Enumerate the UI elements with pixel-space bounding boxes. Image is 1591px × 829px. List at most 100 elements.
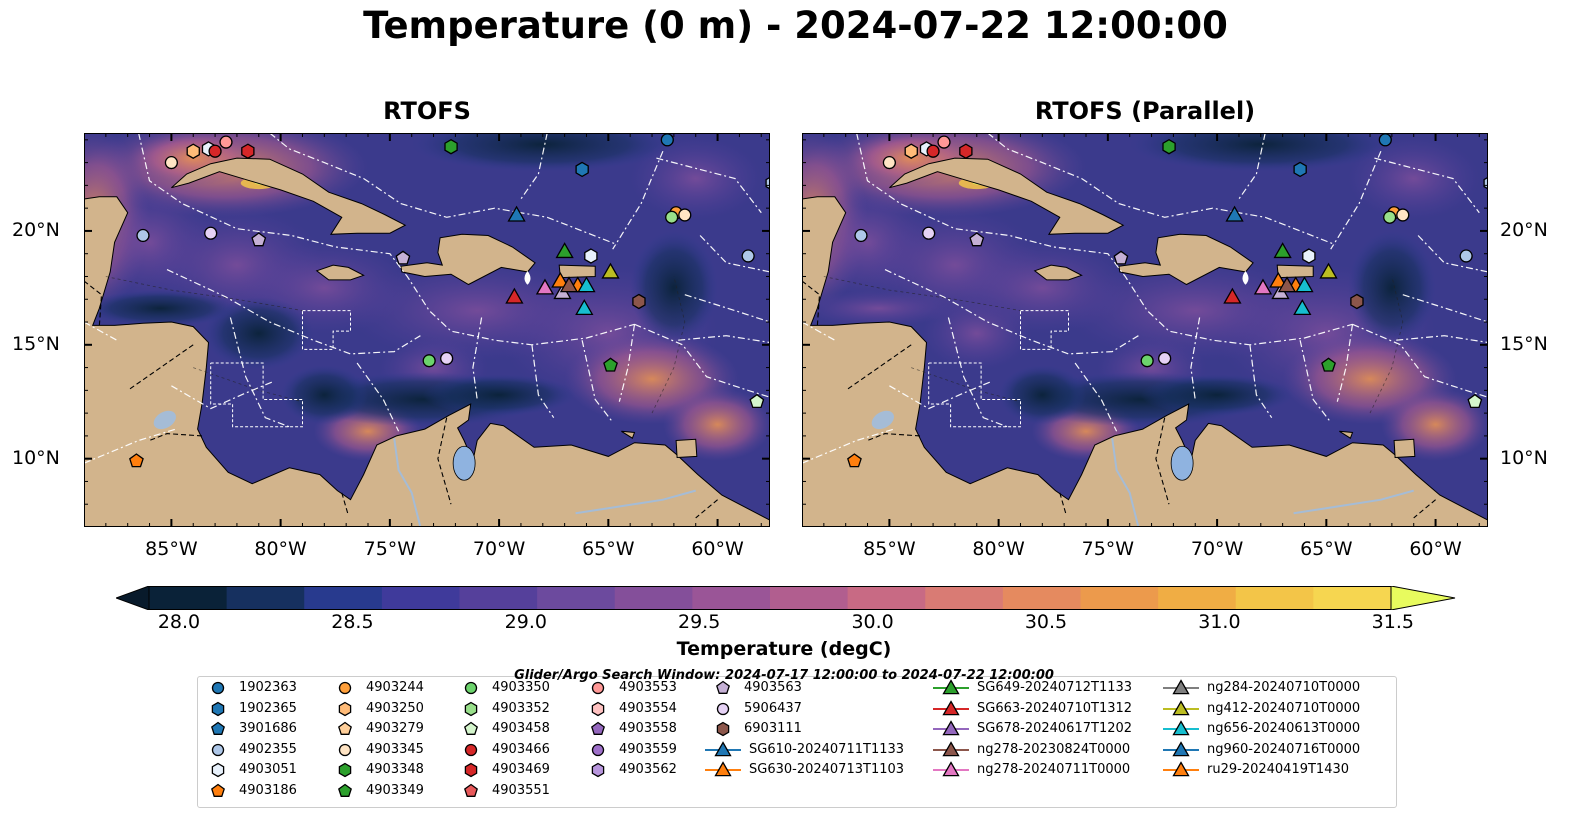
map-float-marker[interactable] bbox=[1459, 249, 1473, 263]
legend-pentagon-icon[interactable] bbox=[338, 783, 352, 797]
map-float-marker[interactable] bbox=[1378, 133, 1392, 147]
legend-circle-icon[interactable] bbox=[591, 743, 605, 756]
legend-triangle-icon[interactable] bbox=[1172, 761, 1190, 777]
legend-pentagon-icon[interactable] bbox=[338, 721, 352, 735]
map-float-marker[interactable] bbox=[1293, 161, 1307, 178]
legend-triangle-icon[interactable] bbox=[942, 679, 960, 695]
legend-hexagon-icon[interactable] bbox=[464, 762, 478, 778]
map-float-marker[interactable] bbox=[660, 133, 674, 147]
map-glider-marker[interactable] bbox=[1295, 276, 1314, 293]
legend-circle-icon[interactable] bbox=[211, 743, 225, 756]
map-glider-marker[interactable] bbox=[1319, 262, 1338, 279]
legend-pentagon-icon[interactable] bbox=[591, 721, 605, 735]
legend-circle-icon[interactable] bbox=[464, 743, 478, 756]
legend-triangle-icon[interactable] bbox=[1172, 740, 1190, 756]
legend-hexagon-icon[interactable] bbox=[338, 701, 352, 716]
map-float-marker[interactable] bbox=[678, 208, 692, 222]
map-float-marker[interactable] bbox=[136, 228, 150, 243]
map-float-marker[interactable] bbox=[854, 228, 868, 243]
map-float-marker[interactable] bbox=[882, 156, 896, 170]
legend-pentagon-icon[interactable] bbox=[716, 680, 730, 694]
map-glider-marker[interactable] bbox=[1277, 276, 1297, 293]
map-float-marker[interactable] bbox=[749, 393, 765, 409]
map-float-marker[interactable] bbox=[665, 210, 679, 224]
map-float-marker[interactable] bbox=[969, 232, 985, 247]
legend-pentagon-icon[interactable] bbox=[464, 721, 478, 735]
map-float-marker[interactable] bbox=[444, 138, 458, 155]
legend-triangle-icon[interactable] bbox=[1172, 699, 1190, 715]
map-glider-marker[interactable] bbox=[601, 262, 620, 279]
legend-triangle-icon[interactable] bbox=[942, 740, 960, 756]
map-float-marker[interactable] bbox=[741, 249, 755, 263]
map-float-marker[interactable] bbox=[251, 232, 267, 247]
map-float-marker[interactable] bbox=[1140, 354, 1154, 368]
legend-triangle-icon[interactable] bbox=[1172, 679, 1190, 695]
legend-hexagon-icon[interactable] bbox=[211, 701, 225, 716]
legend-hexagon-icon[interactable] bbox=[464, 701, 478, 716]
map-float-marker[interactable] bbox=[395, 250, 411, 265]
map-glider-marker[interactable] bbox=[559, 276, 579, 293]
legend-circle-icon[interactable] bbox=[591, 681, 605, 695]
map-glider-marker[interactable] bbox=[1223, 287, 1242, 304]
legend-triangle-icon[interactable] bbox=[714, 761, 732, 777]
map-glider-marker[interactable] bbox=[575, 299, 594, 316]
map-float-marker[interactable] bbox=[1113, 250, 1129, 265]
map-float-marker[interactable] bbox=[241, 143, 255, 159]
map-glider-marker[interactable] bbox=[505, 287, 524, 304]
map-glider-marker[interactable] bbox=[1253, 278, 1273, 295]
legend-hexagon-icon[interactable] bbox=[211, 762, 225, 778]
map-float-marker[interactable] bbox=[632, 293, 646, 310]
legend-triangle-icon[interactable] bbox=[942, 761, 960, 777]
legend-pentagon-icon[interactable] bbox=[464, 783, 478, 797]
map-float-marker[interactable] bbox=[847, 453, 862, 468]
legend-pentagon-icon[interactable] bbox=[211, 783, 225, 797]
legend-circle-icon[interactable] bbox=[211, 681, 225, 695]
map-glider-marker[interactable] bbox=[1225, 205, 1244, 222]
map-float-marker[interactable] bbox=[584, 248, 598, 264]
map-float-marker[interactable] bbox=[1467, 393, 1483, 409]
map-float-marker[interactable] bbox=[208, 144, 222, 158]
map-float-marker[interactable] bbox=[129, 453, 144, 468]
legend-hexagon-icon[interactable] bbox=[591, 762, 605, 778]
map-float-marker[interactable] bbox=[422, 354, 436, 368]
map-float-marker[interactable] bbox=[1383, 210, 1397, 224]
map-float-marker[interactable] bbox=[1396, 208, 1410, 222]
map-float-marker[interactable] bbox=[1321, 357, 1336, 372]
map-panel-rtofs-parallel[interactable] bbox=[802, 133, 1488, 527]
map-float-marker[interactable] bbox=[1350, 293, 1364, 310]
map-float-marker[interactable] bbox=[219, 135, 233, 149]
legend-circle-icon[interactable] bbox=[338, 743, 352, 756]
legend-triangle-icon[interactable] bbox=[1172, 720, 1190, 736]
legend-circle-icon[interactable] bbox=[716, 702, 730, 715]
map-glider-marker[interactable] bbox=[555, 242, 574, 259]
map-glider-marker[interactable] bbox=[507, 205, 526, 222]
map-float-marker[interactable] bbox=[1242, 270, 1249, 285]
legend-hexagon-icon[interactable] bbox=[716, 721, 730, 737]
map-float-marker[interactable] bbox=[922, 226, 936, 240]
map-glider-marker[interactable] bbox=[551, 271, 570, 288]
map-float-marker[interactable] bbox=[959, 143, 973, 159]
map-glider-marker[interactable] bbox=[577, 276, 596, 293]
map-float-marker[interactable] bbox=[186, 143, 200, 159]
map-float-marker[interactable] bbox=[575, 161, 589, 178]
map-glider-marker[interactable] bbox=[535, 278, 555, 295]
map-float-marker[interactable] bbox=[904, 143, 918, 159]
map-float-marker[interactable] bbox=[926, 144, 940, 158]
map-panel-rtofs[interactable] bbox=[84, 133, 770, 527]
legend-triangle-icon[interactable] bbox=[714, 740, 732, 756]
legend-pentagon-icon[interactable] bbox=[211, 721, 225, 735]
map-glider-marker[interactable] bbox=[1269, 271, 1288, 288]
map-float-marker[interactable] bbox=[164, 156, 178, 170]
map-float-marker[interactable] bbox=[1158, 351, 1172, 366]
legend-hexagon-icon[interactable] bbox=[338, 762, 352, 778]
legend-triangle-icon[interactable] bbox=[942, 720, 960, 736]
legend-triangle-icon[interactable] bbox=[942, 699, 960, 715]
map-float-marker[interactable] bbox=[1302, 248, 1316, 264]
map-float-marker[interactable] bbox=[603, 357, 618, 372]
legend-circle-icon[interactable] bbox=[464, 681, 478, 695]
legend-hexagon-icon[interactable] bbox=[591, 701, 605, 716]
map-float-marker[interactable] bbox=[440, 351, 454, 366]
map-float-marker[interactable] bbox=[204, 226, 218, 240]
legend-circle-icon[interactable] bbox=[338, 681, 352, 695]
map-float-marker[interactable] bbox=[1162, 138, 1176, 155]
